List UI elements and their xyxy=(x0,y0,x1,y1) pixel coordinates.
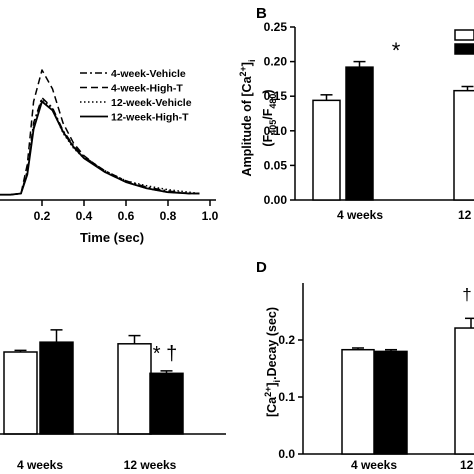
panel-b-bar xyxy=(453,89,474,201)
panel-a-plot-area xyxy=(0,69,200,196)
panel-d-y-axis-label: [Ca2+]i.Decay (sec) xyxy=(263,307,282,417)
panel-d-y-tick-label: 0.1 xyxy=(278,390,295,404)
panel-c-bar xyxy=(3,351,38,435)
panel-c-category-label-2: 12 weeks xyxy=(124,458,177,472)
panel-a-x-ticks: 0.2 0.4 0.6 0.8 1.0 xyxy=(34,200,219,223)
panel-b-legend-swatch-open xyxy=(454,29,474,41)
panel-b-label: B xyxy=(256,5,267,22)
panel-c-bar xyxy=(39,341,74,435)
panel-d-significance-marker: † xyxy=(462,285,471,304)
panel-b-category-label-1: 4 weeks xyxy=(337,208,383,222)
panel-b-y-tick-label: 0.25 xyxy=(264,20,288,34)
panel-b-bar xyxy=(345,66,374,201)
panel-d-label: D xyxy=(256,259,267,276)
panel-b-bars: * xyxy=(312,38,474,201)
panel-a-legend-label-3: 12-week-Vehicle xyxy=(111,97,192,109)
panel-b-x-ticks: 4 weeks 12 xyxy=(337,208,472,222)
panel-d-category-label-2: 12 xyxy=(460,458,474,472)
panel-c-x-ticks: 4 weeks 12 weeks xyxy=(17,458,177,472)
panel-a-legend-label-4: 12-week-High-T xyxy=(111,112,189,124)
panel-b-y-tick-label: 0.00 xyxy=(264,193,288,207)
panel-b-y-axis-label-line2: (F405/F480) xyxy=(261,89,278,146)
panel-c-bar xyxy=(117,343,152,435)
panel-a-x-tick-label: 1.0 xyxy=(202,209,219,223)
panel-d: D [Ca2+]i.Decay (sec) 0.0 0.1 0.2 † 4 week… xyxy=(256,259,474,472)
panel-d-bar xyxy=(454,327,474,455)
panel-c: * † 4 weeks 12 weeks xyxy=(0,329,226,472)
panel-a-series-line-4 xyxy=(0,100,200,196)
panel-d-y-tick-label: 0.2 xyxy=(278,333,295,347)
panel-a-legend: 4-week-Vehicle 4-week-High-T 12-week-Vehic… xyxy=(80,68,192,124)
panel-a: 0.2 0.4 0.6 0.8 1.0 Time (sec) 4-week-Vehicl… xyxy=(0,68,219,245)
panel-d-bar xyxy=(374,350,408,455)
panel-b-significance-marker: * xyxy=(392,38,401,63)
panel-b-y-tick-label: 0.05 xyxy=(264,158,288,172)
panel-b-y-axis-label-line1: Amplitude of [Ca2+]i xyxy=(238,60,257,177)
panel-a-legend-label-2: 4-week-High-T xyxy=(111,83,183,95)
panel-c-bars: * † xyxy=(3,329,184,435)
panel-c-bar xyxy=(149,372,184,435)
panel-b-legend-swatch-filled xyxy=(454,43,474,55)
panel-d-x-ticks: 4 weeks 12 xyxy=(351,458,474,472)
panel-b-y-tick-label: 0.10 xyxy=(264,124,288,138)
panel-d-bars: † xyxy=(341,285,474,455)
panel-a-legend-label-1: 4-week-Vehicle xyxy=(111,68,186,80)
panel-a-x-tick-label: 0.2 xyxy=(34,209,51,223)
panel-b-y-tick-label: 0.20 xyxy=(264,55,288,69)
panel-b-category-label-2: 12 xyxy=(458,208,472,222)
panel-a-x-tick-label: 0.6 xyxy=(118,209,135,223)
panel-b-y-tick-label: 0.15 xyxy=(264,89,288,103)
panel-b-bar xyxy=(312,99,341,201)
panel-d-category-label-1: 4 weeks xyxy=(351,458,397,472)
panel-b: B Amplitude of [Ca2+]i (F405/F480) 0.00 0… xyxy=(238,5,474,222)
panel-d-y-tick-label: 0.0 xyxy=(278,447,295,461)
panel-c-category-label-1: 4 weeks xyxy=(17,458,63,472)
panel-a-x-tick-label: 0.4 xyxy=(76,209,93,223)
panel-c-significance-marker: * † xyxy=(153,343,177,365)
panel-d-bar xyxy=(341,348,375,455)
panel-a-x-axis-label: Time (sec) xyxy=(80,230,144,245)
panel-a-x-tick-label: 0.8 xyxy=(160,209,177,223)
